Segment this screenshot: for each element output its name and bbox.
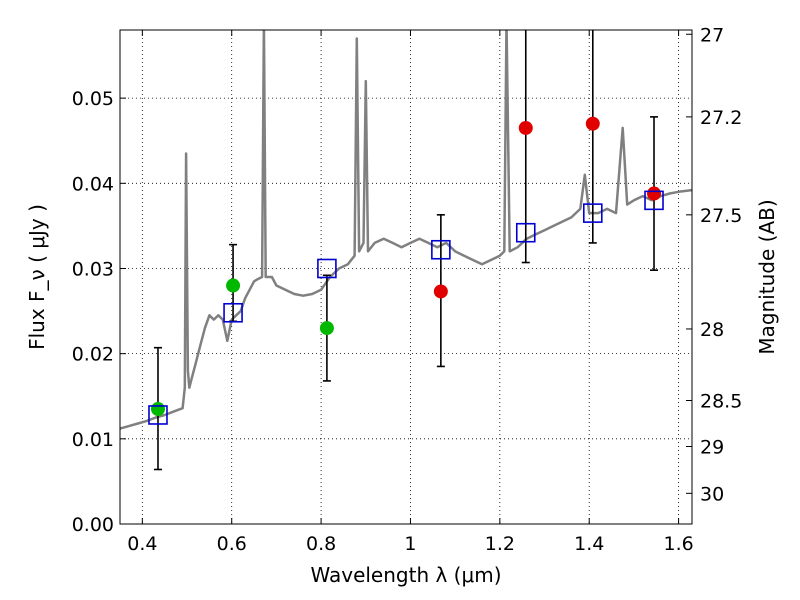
model-box bbox=[515, 222, 536, 243]
green-data-point bbox=[150, 402, 165, 417]
y2-tick-label: 27.2 bbox=[700, 107, 742, 129]
x-axis-label: Wavelength λ (μm) bbox=[310, 563, 501, 587]
y2-tick-label: 27.5 bbox=[700, 205, 742, 227]
x-tick-label: 1.6 bbox=[663, 533, 693, 555]
template-spectrum-line bbox=[120, 30, 692, 430]
y2-tick-label: 29 bbox=[700, 436, 724, 458]
x-tick-label: 0.4 bbox=[127, 533, 157, 555]
y-tick-label: 0.00 bbox=[72, 514, 114, 536]
y2-tick-label: 28 bbox=[700, 319, 724, 341]
model-box bbox=[148, 405, 168, 425]
plot-frame bbox=[119, 29, 693, 525]
model-box bbox=[223, 302, 243, 323]
red-data-point bbox=[518, 120, 533, 135]
ticks: 0.4 0.6 0.8 1 1.2 1.4 1.6 0.00 0.01 0.02 0.03 0.04 0… bbox=[72, 24, 743, 555]
model-box bbox=[644, 190, 664, 211]
red-data-point bbox=[433, 284, 448, 299]
plot-clip-group bbox=[120, 30, 692, 471]
y2-tick-label: 28.5 bbox=[700, 391, 742, 413]
y-tick-label: 0.05 bbox=[72, 88, 114, 110]
grid bbox=[120, 30, 692, 524]
model-box bbox=[582, 203, 603, 223]
y-tick-label: 0.01 bbox=[72, 429, 114, 451]
red-data-point bbox=[647, 186, 662, 201]
model-box bbox=[431, 239, 451, 260]
red-data-point bbox=[585, 116, 600, 131]
y-tick-label: 0.04 bbox=[72, 173, 114, 195]
x-tick-label: 1 bbox=[404, 533, 416, 555]
y2-tick-label: 30 bbox=[700, 483, 724, 505]
x-tick-label: 0.6 bbox=[217, 533, 247, 555]
y2-tick-label: 27 bbox=[700, 24, 724, 46]
green-data-point bbox=[226, 278, 241, 293]
y-axis-label: Flux F_ν ( μJy ) bbox=[25, 204, 49, 350]
y2-axis-label: Magnitude (AB) bbox=[755, 199, 779, 354]
model-box bbox=[317, 258, 337, 279]
x-tick-label: 1.4 bbox=[574, 533, 604, 555]
y-tick-label: 0.03 bbox=[72, 258, 114, 280]
x-tick-label: 0.8 bbox=[306, 533, 336, 555]
x-tick-label: 1.2 bbox=[485, 533, 515, 555]
green-data-point bbox=[319, 321, 334, 336]
plot-data bbox=[120, 30, 692, 471]
y-tick-label: 0.02 bbox=[72, 344, 114, 366]
